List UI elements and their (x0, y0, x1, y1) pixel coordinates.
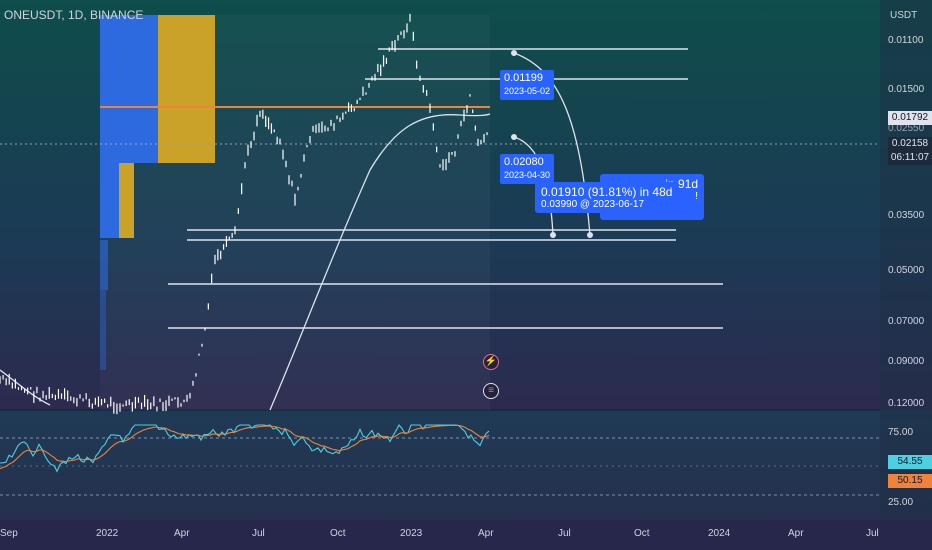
rsi-tick: 75.00 (888, 427, 914, 438)
time-tick: Jul (252, 528, 265, 539)
rsi-pane-bg (0, 410, 932, 520)
flash-icon[interactable]: ⚡ (483, 354, 499, 370)
projection-sub: 0.03990 @ 2023-06-17 (541, 199, 645, 210)
projection-back-sub: ! (695, 191, 698, 202)
price-tick: 0.07000 (888, 316, 925, 327)
volume-bar (100, 290, 106, 370)
price-unit: USDT (890, 10, 918, 21)
projection-main: 0.01910 (91.81%) in 48d (541, 185, 673, 199)
tag-date: 2023-05-02 (504, 86, 551, 96)
time-tick: Apr (788, 528, 804, 539)
volume-bar (100, 163, 119, 238)
time-tick: Jul (866, 528, 879, 539)
price-tick: 0.01100 (888, 35, 924, 46)
moving-average-left (0, 369, 51, 406)
last-price-label: 0.02158 (888, 137, 932, 151)
anchor-point[interactable] (511, 50, 517, 56)
price-series (0, 13, 488, 415)
price-tick: 0.02550 (888, 123, 925, 134)
volume-bar (158, 15, 215, 163)
anchor-point[interactable] (587, 232, 593, 238)
price-tick: 0.09000 (888, 356, 925, 367)
time-axis-bg (0, 520, 932, 550)
flag-icon[interactable]: ≡ (483, 383, 499, 399)
price-tick: 0.03500 (888, 210, 925, 221)
rsi-ma-value-label: 50.15 (888, 474, 932, 488)
price-tick: 0.05000 (888, 265, 925, 276)
time-tick: Apr (478, 528, 494, 539)
volume-bar (119, 163, 134, 238)
price-axis-bg (880, 0, 932, 520)
rsi-ma-line (0, 424, 490, 470)
time-tick: Oct (330, 528, 346, 539)
anchor-point[interactable] (511, 134, 517, 140)
time-tick: 2023 (400, 528, 423, 539)
moving-average (269, 113, 491, 411)
anchor-point[interactable] (550, 232, 556, 238)
price-tick: 0.12000 (888, 398, 925, 409)
projection-label[interactable]: 0.01910 (91.81%) in 48d 0.03990 @ 2023-0… (535, 182, 679, 213)
countdown-label: 06:11:07 (888, 151, 932, 165)
rsi-value-label: 54.55 (888, 455, 932, 469)
high-price-tag[interactable]: 0.01199 2023-05-02 (500, 70, 555, 100)
time-tick: Apr (174, 528, 190, 539)
current-price-label: 0.01792 (888, 111, 932, 125)
time-tick: Oct (634, 528, 650, 539)
price-tick: 0.01500 (888, 84, 925, 95)
low-price-tag[interactable]: 0.02080 2023-04-30 (500, 154, 555, 184)
time-tick: Sep (0, 528, 18, 539)
time-tick: 2022 (96, 528, 119, 539)
volume-bar (100, 15, 158, 163)
rsi-tick: 25.00 (888, 497, 914, 508)
time-tick: Jul (558, 528, 571, 539)
tag-price: 0.02080 (504, 156, 544, 168)
horizontal-levels[interactable] (0, 48, 880, 329)
volume-profile (100, 15, 215, 370)
time-tick: 2024 (708, 528, 731, 539)
volume-bar (100, 240, 108, 290)
tag-price: 0.01199 (504, 72, 543, 84)
tag-date: 2023-04-30 (504, 170, 551, 180)
symbol-title[interactable]: ONEUSDT, 1D, BINANCE (4, 8, 144, 22)
